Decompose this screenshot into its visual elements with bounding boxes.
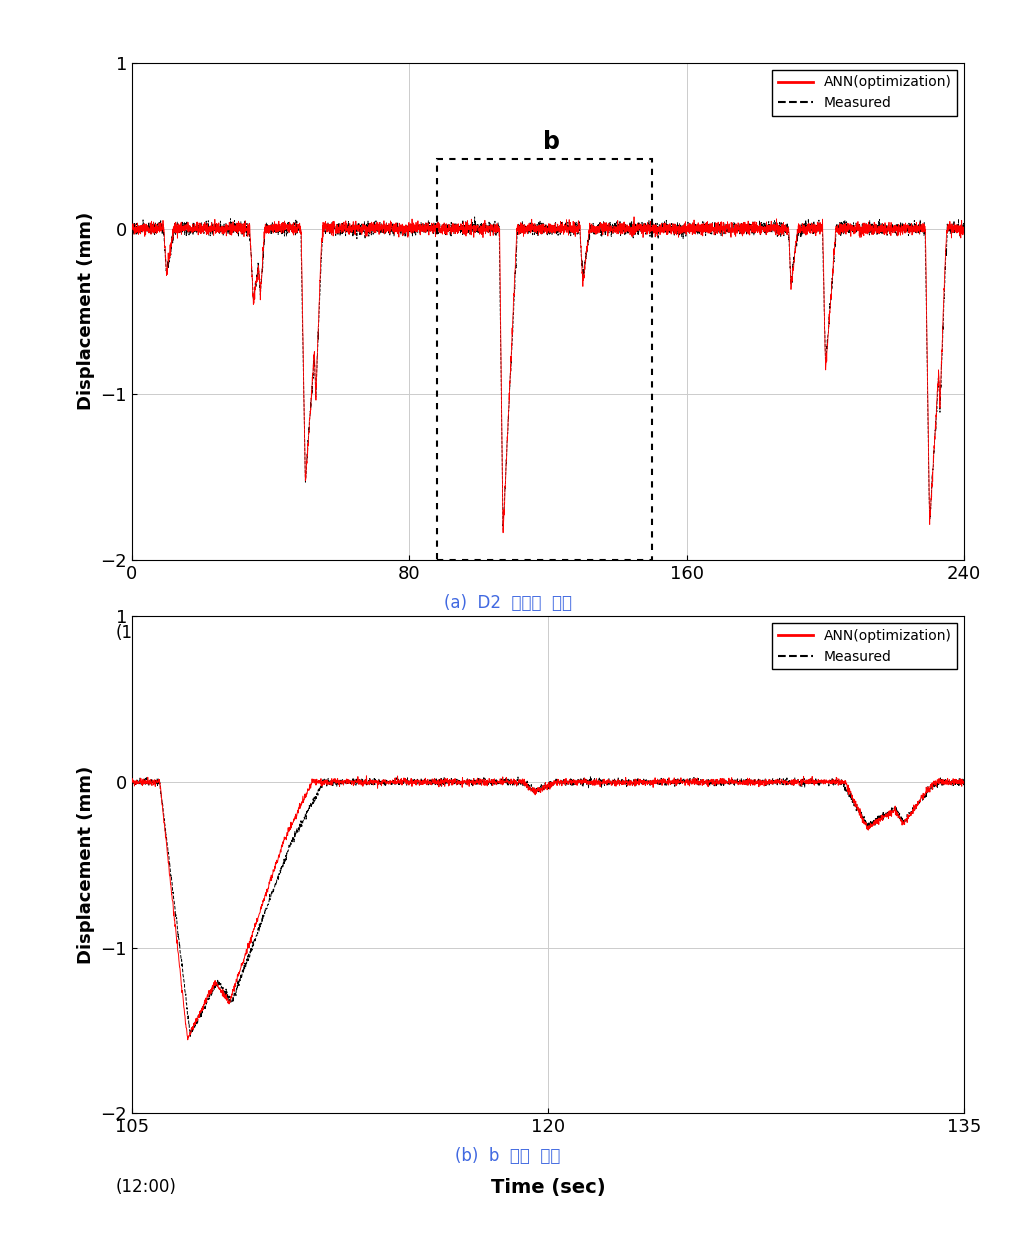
Text: (a)  D2  지점의  변위: (a) D2 지점의 변위	[444, 594, 571, 611]
Y-axis label: Displacement (mm): Displacement (mm)	[77, 213, 95, 410]
Text: b: b	[543, 130, 560, 153]
Legend: ANN(optimization), Measured: ANN(optimization), Measured	[772, 70, 957, 116]
Bar	[437, 159, 652, 560]
Legend: ANN(optimization), Measured: ANN(optimization), Measured	[772, 624, 957, 669]
Text: (12:00): (12:00)	[116, 624, 177, 643]
Text: (12:00): (12:00)	[116, 1177, 177, 1196]
Y-axis label: Displacement (mm): Displacement (mm)	[77, 766, 95, 964]
Text: Time (sec): Time (sec)	[491, 1177, 605, 1196]
Text: Time (sec): Time (sec)	[491, 624, 605, 643]
Text: (b)  b  구역  확대: (b) b 구역 확대	[455, 1147, 560, 1165]
